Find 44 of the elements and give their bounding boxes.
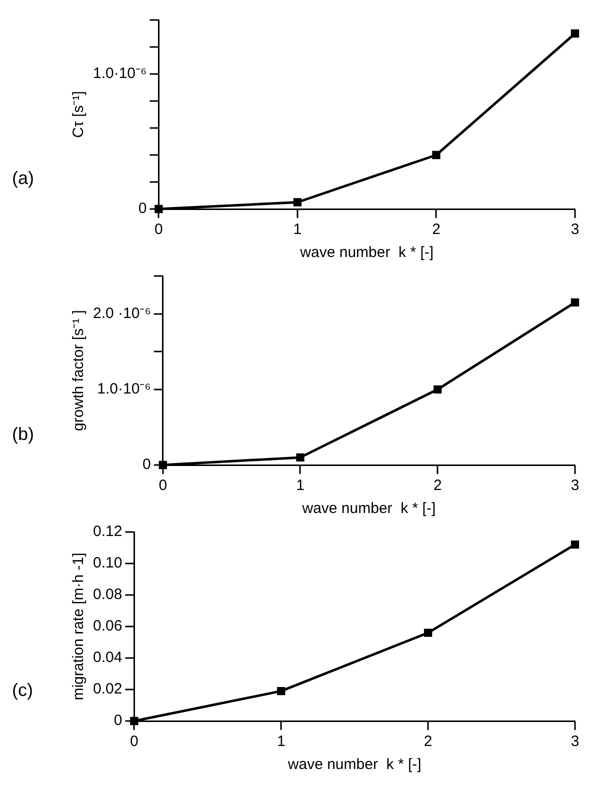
x-tick-label: 2 bbox=[432, 221, 440, 238]
y-tick-label: 0 bbox=[142, 456, 151, 474]
x-tick-label: 3 bbox=[570, 733, 580, 750]
x-axis-title: wave number k * [-] bbox=[286, 756, 422, 774]
y-tick-label: 2.0 ·10⁻⁶ bbox=[93, 304, 151, 322]
y-tick-label: 0.08 bbox=[92, 586, 122, 604]
x-tick-label: 0 bbox=[154, 221, 163, 238]
y-axis-title: Cτ [s⁻¹] bbox=[70, 91, 88, 138]
point bbox=[130, 716, 138, 726]
x-tick-label: 1 bbox=[276, 733, 286, 750]
x-tick-label: 3 bbox=[570, 221, 580, 238]
text: (c) bbox=[12, 680, 33, 700]
y-tick-label: 0.02 bbox=[92, 680, 122, 698]
x-tick-label: 3 bbox=[570, 477, 580, 494]
x-tick-label: 1 bbox=[296, 477, 304, 494]
x-tick-label: 0 bbox=[158, 477, 168, 494]
x-tick-label: 2 bbox=[424, 733, 432, 750]
point bbox=[570, 298, 580, 307]
x-axis-title: wave number k * [-] bbox=[301, 500, 436, 518]
point bbox=[570, 540, 580, 549]
point bbox=[434, 385, 442, 394]
point bbox=[277, 686, 286, 696]
text: (b) bbox=[12, 424, 34, 444]
y-tick-label: 0.06 bbox=[92, 618, 122, 635]
point bbox=[154, 204, 163, 214]
y-tick-label: 0.10 bbox=[92, 554, 122, 572]
y-tick-label: 0 bbox=[138, 200, 147, 218]
y-tick-label: 0.12 bbox=[92, 523, 122, 540]
y-tick-label: 1.0·10⁻⁶ bbox=[97, 380, 151, 398]
x-tick-label: 1 bbox=[293, 221, 302, 238]
point bbox=[293, 198, 302, 206]
y-tick-label: 0 bbox=[114, 712, 122, 730]
x-axis-title: wave number k * [-] bbox=[299, 244, 434, 262]
y-axis-title: migration rate [m·h -1] bbox=[70, 552, 88, 700]
point bbox=[432, 150, 440, 160]
y-tick-label: 0.04 bbox=[92, 649, 122, 666]
x-tick-label: 2 bbox=[433, 477, 442, 494]
y-tick-label: 1.0·10⁻⁶ bbox=[92, 65, 147, 82]
text: (a) bbox=[12, 168, 34, 188]
point bbox=[570, 29, 580, 38]
point bbox=[424, 628, 432, 637]
point bbox=[296, 453, 304, 462]
point bbox=[158, 460, 167, 470]
y-axis-title: growth factor [s⁻¹ ] bbox=[70, 310, 88, 431]
